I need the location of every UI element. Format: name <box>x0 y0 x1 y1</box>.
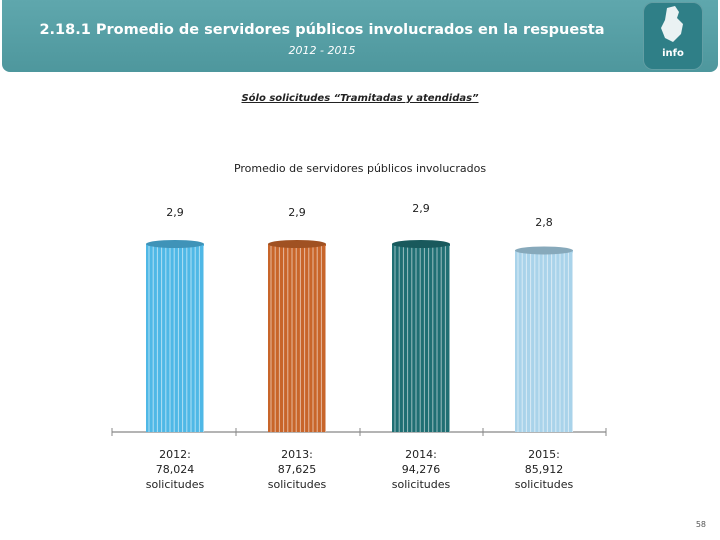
data-label: 2,8 <box>535 216 553 229</box>
category-label-line: 2014: <box>405 448 437 461</box>
category-label-line: 2013: <box>281 448 313 461</box>
category-label: 2013: 87,625 solicitudes <box>247 447 347 492</box>
bar-cap <box>268 240 326 248</box>
category-label: 2015: 85,912 solicitudes <box>494 447 594 492</box>
bar-body <box>268 244 326 432</box>
category-label-line: 87,625 <box>277 463 317 476</box>
category-label-line: 78,024 <box>155 463 195 476</box>
bar-cap <box>146 240 204 248</box>
category-label-line: solicitudes <box>145 478 205 491</box>
category-label: 2014: 94,276 solicitudes <box>371 447 471 492</box>
page-number: 58 <box>695 520 706 529</box>
category-label-line: solicitudes <box>391 478 451 491</box>
logo-text: info <box>662 48 684 59</box>
page-title: 2.18.1 Promedio de servidores públicos i… <box>39 22 605 38</box>
category-label-line: 94,276 <box>401 463 441 476</box>
map-outline-icon <box>661 6 683 42</box>
bar-cap <box>392 240 450 248</box>
category-label-line: 2015: <box>528 448 560 461</box>
bar-1 <box>146 240 205 432</box>
page-period: 2012 - 2015 <box>288 44 356 57</box>
category-label-line: 2012: <box>159 448 191 461</box>
data-label: 2,9 <box>412 202 430 215</box>
category-label-line: 85,912 <box>524 463 564 476</box>
filter-note: Sólo solicitudes “Tramitadas y atendidas… <box>241 93 479 104</box>
bar-2 <box>268 240 327 432</box>
category-label: 2012: 78,024 solicitudes <box>125 447 225 492</box>
bar-4 <box>515 246 574 432</box>
bar-body <box>146 244 204 432</box>
header-banner: 2.18.1 Promedio de servidores públicos i… <box>2 0 718 72</box>
infodf-logo: info <box>643 2 703 70</box>
bar-body <box>392 244 450 432</box>
category-label-line: solicitudes <box>514 478 574 491</box>
bar-body <box>515 250 573 432</box>
chart-title: Promedio de servidores públicos involucr… <box>233 162 487 175</box>
data-label: 2,9 <box>166 206 184 219</box>
data-label: 2,9 <box>288 206 306 219</box>
bar-cap <box>515 246 573 255</box>
bar-3 <box>392 240 451 432</box>
category-label-line: solicitudes <box>267 478 327 491</box>
